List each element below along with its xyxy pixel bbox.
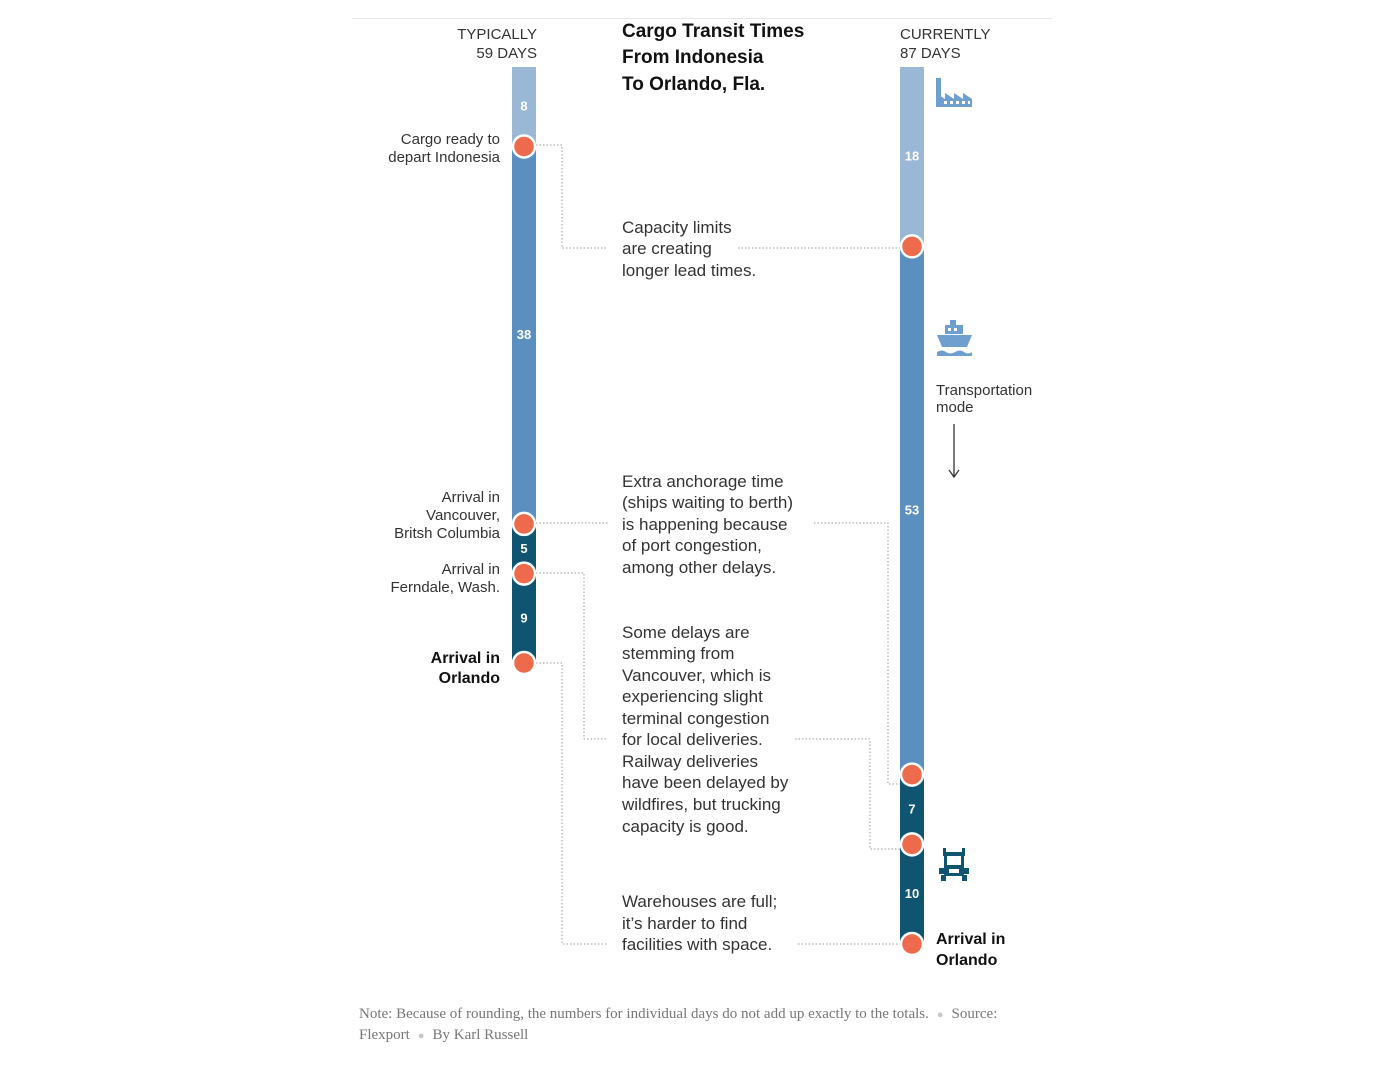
note-anchorage-line: of port congestion, — [622, 536, 762, 555]
footer-byline: By Karl Russell — [432, 1027, 529, 1043]
typical-segment-pre_departure — [512, 67, 536, 147]
note-vancouver-line: experiencing slight — [622, 687, 763, 706]
typical-segment-days-label: 8 — [520, 99, 527, 114]
transport-mode-label-line-2: mode — [936, 399, 974, 416]
typical-segment-days-label: 5 — [520, 541, 527, 556]
chart-title-line-3: To Orlando, Fla. — [622, 74, 765, 95]
typical-segment-days-label: 38 — [517, 327, 531, 342]
milestone-label-orlando-typical-line-1: Arrival in — [431, 650, 500, 667]
down-arrow-icon — [948, 424, 960, 479]
footer-separator: ● — [936, 1009, 944, 1021]
truck-icon — [939, 848, 969, 881]
chart-title-line-2: From Indonesia — [622, 47, 764, 68]
footer: Note: Because of rounding, the numbers f… — [359, 1004, 999, 1046]
note-warehouses-line: facilities with space. — [622, 935, 772, 954]
typical-header-days: 59 DAYS — [476, 45, 537, 62]
note-vancouver-line: Some delays are — [622, 623, 750, 642]
note-anchorage-line: Extra anchorage time — [622, 472, 784, 491]
typical-header-label: TYPICALLY — [457, 26, 537, 43]
connector-lines — [536, 144, 900, 945]
milestone-label-ferndale-line-1: Arrival in — [442, 561, 500, 578]
current-segment-days-label: 53 — [905, 502, 919, 517]
note-anchorage: Extra anchorage time (ships waiting to b… — [622, 472, 793, 577]
note-anchorage-line: (ships waiting to berth) — [622, 493, 793, 512]
note-vancouver-line: terminal congestion — [622, 709, 769, 728]
current-milestone-dot — [899, 234, 925, 259]
note-warehouses: Warehouses are full; it’s harder to find… — [622, 892, 777, 954]
milestone-label-orlando-current-line-1: Arrival in — [936, 931, 1005, 948]
milestone-label-orlando-typical-line-2: Orlando — [439, 670, 501, 687]
note-vancouver-line: wildfires, but trucking — [621, 795, 781, 814]
transport-mode-label-line-1: Transportation — [936, 382, 1032, 399]
current-segment-days-label: 7 — [908, 801, 915, 816]
note-capacity-line: Capacity limits — [622, 218, 732, 237]
milestone-label-vancouver-line-2: Vancouver, — [426, 507, 500, 524]
current-segment-land — [900, 844, 924, 944]
current-segment-days-label: 18 — [905, 149, 919, 164]
current-milestone-dot — [899, 832, 925, 857]
typical-segment-days-label: 9 — [520, 610, 527, 625]
current-milestone-dot — [899, 931, 925, 957]
note-vancouver-line: Vancouver, which is — [622, 666, 771, 685]
typical-timeline-bar: 8 38 5 9 — [511, 67, 537, 676]
note-capacity-line: longer lead times. — [622, 261, 756, 280]
footer-separator: ● — [417, 1030, 425, 1042]
factory-icon — [936, 78, 972, 107]
chart-title-line-1: Cargo Transit Times — [622, 21, 804, 42]
footer-note: Note: Because of rounding, the numbers f… — [359, 1006, 929, 1022]
ship-icon — [937, 320, 972, 356]
note-anchorage-line: is happening because — [622, 515, 787, 534]
note-warehouses-line: it’s harder to find — [622, 914, 747, 933]
note-capacity-line: are creating — [622, 239, 712, 258]
current-segment-pre_departure — [900, 67, 924, 247]
note-warehouses-line: Warehouses are full; — [622, 892, 777, 911]
typical-milestone-dot — [511, 561, 537, 586]
transit-diagram: TYPICALLY 59 DAYS CURRENTLY 87 DAYS Carg… — [352, 18, 1052, 969]
note-capacity: Capacity limits are creating longer lead… — [622, 218, 756, 280]
typical-milestone-dot — [511, 511, 537, 537]
milestone-label-orlando-current-line-2: Orlando — [936, 952, 998, 969]
note-vancouver-line: Railway deliveries — [622, 752, 758, 771]
note-vancouver-line: for local deliveries. — [622, 730, 763, 749]
milestone-label-ready-line-2: depart Indonesia — [388, 149, 500, 166]
current-milestone-dot — [899, 762, 925, 787]
current-timeline-bar: 18 53 7 10 — [899, 67, 925, 957]
note-anchorage-line: among other delays. — [622, 558, 776, 577]
current-segment-ocean — [900, 246, 924, 775]
milestone-label-ferndale-line-2: Ferndale, Wash. — [391, 579, 501, 596]
current-segment-days-label: 10 — [905, 886, 919, 901]
typical-segment-land — [512, 573, 536, 663]
typical-milestone-dot — [511, 134, 537, 159]
note-vancouver-delays: Some delays are stemming from Vancouver,… — [621, 623, 789, 836]
typical-milestone-dot — [511, 650, 537, 676]
milestone-label-vancouver-line-1: Arrival in — [442, 489, 500, 506]
typical-segment-ocean — [512, 146, 536, 524]
note-vancouver-line: have been delayed by — [622, 773, 789, 792]
footer-source: Source: Flexport — [359, 1006, 998, 1043]
current-header-days: 87 DAYS — [900, 45, 961, 62]
current-header-label: CURRENTLY — [900, 26, 991, 43]
note-vancouver-line: stemming from — [622, 644, 734, 663]
note-vancouver-line: capacity is good. — [622, 817, 749, 836]
milestone-label-vancouver-line-3: Britsh Columbia — [394, 525, 501, 542]
milestone-label-ready-line-1: Cargo ready to — [401, 131, 500, 148]
